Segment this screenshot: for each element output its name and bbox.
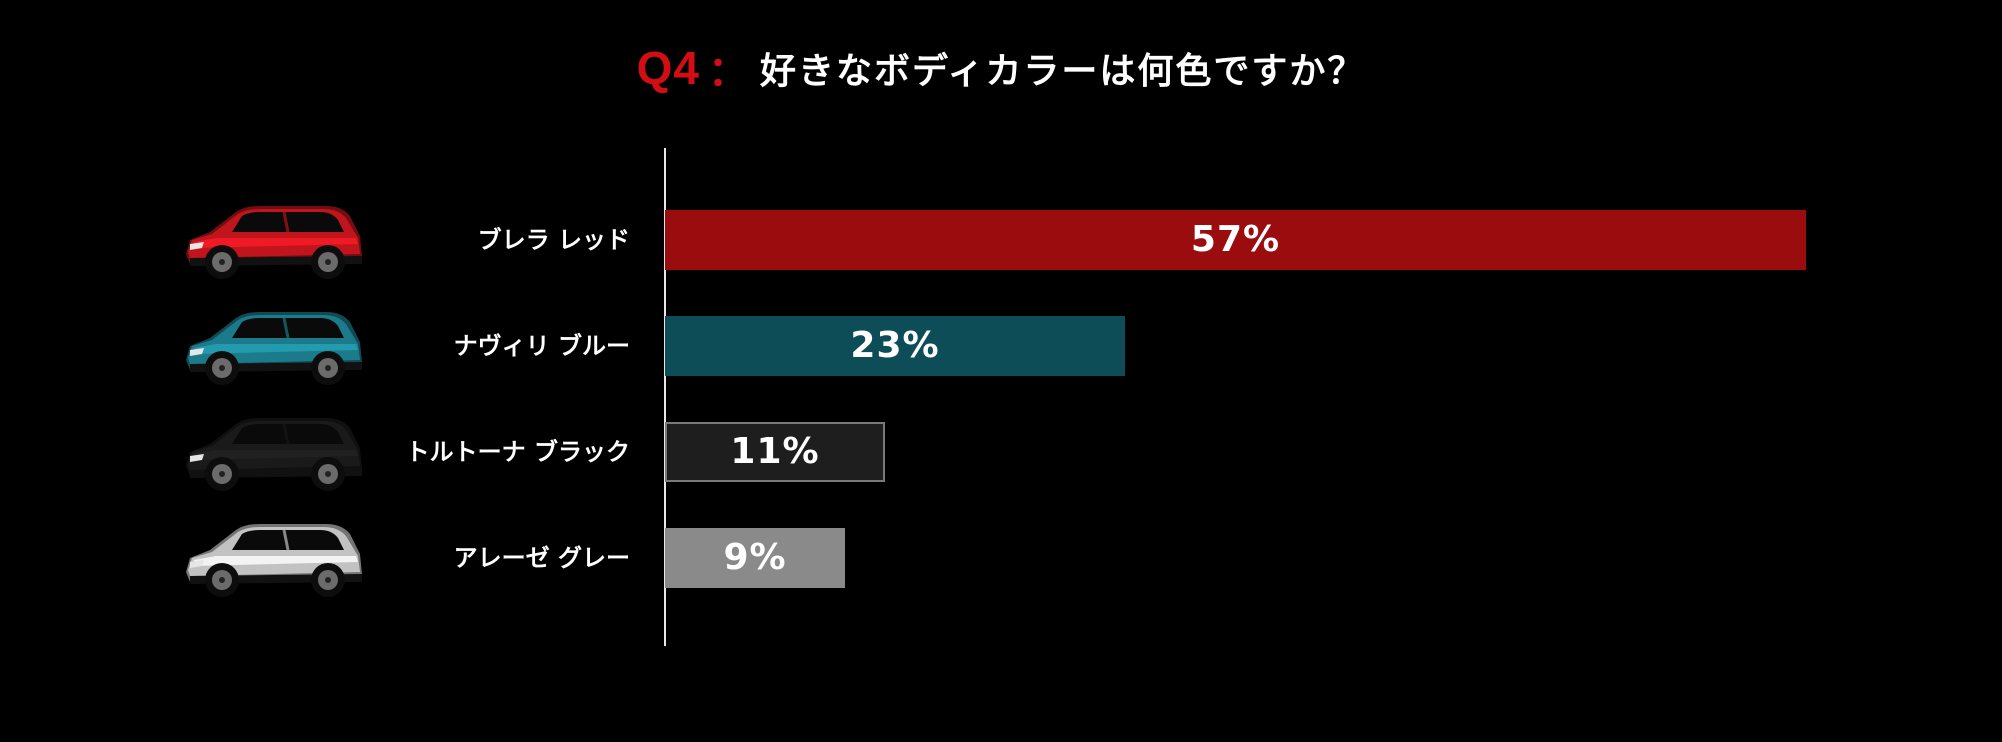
value-label: 23% [850,325,940,366]
category-label: ナヴィリ ブルー [453,332,630,360]
car-image [176,510,368,606]
category-label: アレーゼ グレー [453,544,630,572]
question-number: Q4 [636,42,700,94]
value-label: 57% [1190,219,1281,260]
category-label: ブレラ レッド [477,226,630,254]
bar: 11% [665,422,885,482]
title-separator: ： [707,49,750,95]
value-label: 11% [730,431,820,472]
value-label: 9% [723,537,787,578]
bar: 23% [665,316,1125,376]
car-image [176,404,368,500]
bar: 9% [665,528,845,588]
car-image [176,192,368,288]
category-label: トルトーナ ブラック [405,438,630,466]
bar: 57% [665,210,1806,270]
question-text: 好きなボディカラーは何色ですか？ [759,51,1366,92]
category-axis-line [664,148,666,646]
car-image [176,298,368,394]
chart-title: Q4 ： 好きなボディカラーは何色ですか？ [0,40,2002,96]
